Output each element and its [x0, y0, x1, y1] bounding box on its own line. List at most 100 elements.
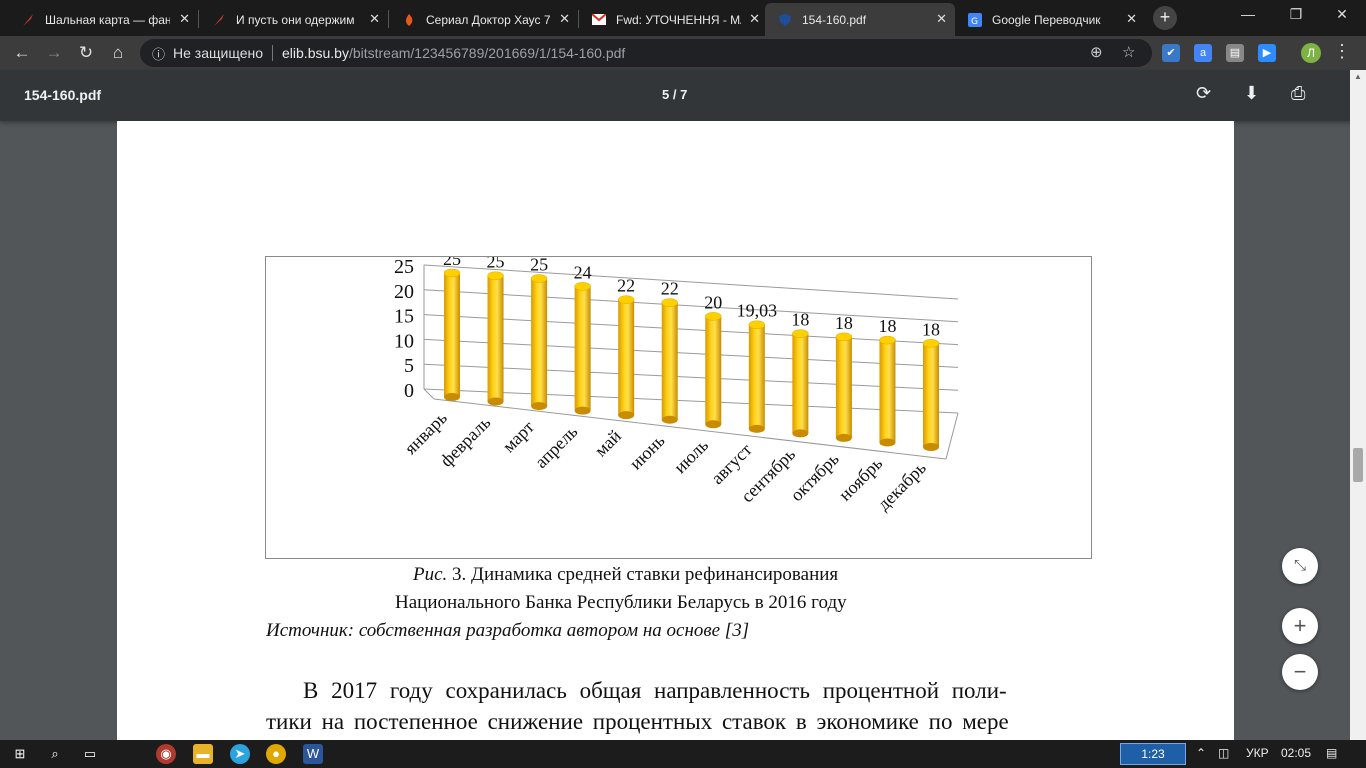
floor-edge [423, 388, 435, 400]
security-label: Не защищено [173, 45, 264, 61]
x-tick-label: июль [670, 435, 712, 477]
y-tick-label: 20 [394, 281, 414, 303]
menu-dots-icon[interactable]: ⋮ [1333, 41, 1351, 61]
bar-base [487, 397, 504, 406]
page-indicator: 5 / 7 [662, 87, 688, 102]
reload-icon[interactable]: ↻ [78, 43, 94, 62]
file-explorer-icon[interactable]: ▬ [193, 744, 213, 764]
word-icon[interactable]: W [303, 744, 323, 764]
bookmark-star-icon[interactable]: ☆ [1122, 44, 1136, 61]
tab-4[interactable]: Fwd: УТОЧНЕННЯ - МА ✕ [579, 3, 768, 36]
bar-body [618, 299, 635, 416]
pdf-toolbar: 154-160.pdf 5 / 7 ⟳ ⬇ ⎙ [0, 70, 1366, 121]
minimize-icon[interactable]: — [1241, 6, 1255, 22]
chrome-icon[interactable]: ● [266, 744, 286, 764]
notification-icon[interactable]: ▤ [1326, 746, 1338, 760]
extension-doc-icon[interactable]: ▤ [1226, 44, 1244, 62]
paragraph-line2: тики на постепенное снижение процентных … [266, 709, 1009, 734]
telegram-icon[interactable]: ➤ [230, 744, 250, 764]
scroll-up-arrow-icon[interactable]: ▲ [1354, 72, 1362, 81]
clock-time: 02:05 [1281, 746, 1312, 760]
pdf-filename: 154-160.pdf [24, 87, 102, 103]
svg-text:G: G [971, 17, 978, 27]
tab-1[interactable]: Шальная карта — фан ✕ [8, 3, 198, 36]
close-icon[interactable]: ✕ [749, 11, 760, 26]
close-icon[interactable]: ✕ [369, 11, 380, 26]
new-tab-button[interactable]: + [1153, 6, 1177, 30]
tab-title: Сериал Доктор Хаус 7 [426, 12, 551, 27]
bar-август [748, 320, 766, 433]
tab-title: Шальная карта — фан [45, 12, 170, 27]
forward-arrow-icon[interactable]: → [45, 43, 63, 62]
bar-март [530, 274, 548, 411]
gridline [423, 314, 959, 346]
tab-6[interactable]: G Google Переводчик ✕ [955, 3, 1145, 36]
back-arrow-icon[interactable]: ← [13, 43, 31, 62]
close-icon[interactable]: ✕ [936, 11, 947, 26]
task-view-icon[interactable]: ▭ [83, 746, 97, 761]
flame-icon [401, 12, 417, 28]
gridline [423, 388, 959, 414]
y-tick-label: 5 [404, 355, 414, 377]
info-icon[interactable]: ⓘ [152, 46, 166, 62]
tab-5-active[interactable]: 154-160.pdf ✕ [765, 3, 955, 36]
close-icon[interactable]: ✕ [559, 11, 570, 26]
bar-top [574, 282, 591, 291]
tab-title: И пусть они одержим [236, 12, 355, 27]
media-player-icon[interactable]: ◉ [156, 744, 176, 764]
bar-body [487, 275, 504, 402]
data-label: 25 [443, 257, 461, 269]
bar-октябрь [835, 332, 853, 442]
zoom-in-button[interactable]: + [1282, 608, 1318, 644]
windows-start-icon[interactable]: ⊞ [14, 746, 26, 761]
tray-arrow-icon[interactable]: ⌃ [1196, 746, 1207, 760]
bar-top [835, 332, 853, 342]
close-icon[interactable]: ✕ [179, 11, 190, 26]
translate-icon: G [967, 12, 983, 28]
tab-strip: Шальная карта — фан ✕ И пусть они одержи… [0, 0, 1366, 36]
x-tick-label: апрель [531, 421, 582, 472]
bar-апрель [574, 282, 591, 415]
bar-top [530, 274, 548, 283]
taskbar: ⊞ ⌕ ▭ ◉ ▬ ➤ ● W 1:23 ⌃ ◫ УКР 02:05 ▤ [0, 740, 1366, 768]
fit-to-page-icon[interactable]: ⤡ [1282, 548, 1318, 584]
y-tick-label: 25 [394, 257, 414, 278]
gridline [423, 338, 959, 368]
zoom-icon[interactable]: ⊕ [1090, 44, 1103, 61]
bar-top [879, 335, 896, 345]
bar-base [705, 420, 722, 429]
address-bar[interactable]: ⓘ Не защищено elib.bsu.by/bitstream/1234… [140, 39, 1152, 67]
language-indicator[interactable]: УКР [1246, 746, 1269, 760]
tab-title: Fwd: УТОЧНЕННЯ - МА [616, 12, 741, 27]
tab-2[interactable]: И пусть они одержим ✕ [199, 3, 388, 36]
home-icon[interactable]: ⌂ [112, 43, 124, 62]
extension-check-icon[interactable]: ✔ [1162, 44, 1180, 62]
rotate-icon[interactable]: ⟳ [1196, 83, 1212, 103]
tab-3[interactable]: Сериал Доктор Хаус 7 ✕ [389, 3, 578, 36]
restore-icon[interactable]: ❐ [1289, 6, 1303, 22]
gridline [423, 289, 959, 323]
bar-base [531, 402, 548, 411]
print-icon[interactable]: ⎙ [1291, 83, 1306, 103]
extension-translate-icon[interactable]: a [1194, 44, 1212, 62]
tray-widget[interactable]: 1:23 [1120, 743, 1186, 765]
bar-body [879, 340, 896, 443]
scrollbar[interactable]: ▲ [1350, 70, 1366, 740]
profile-avatar[interactable]: Л [1301, 43, 1321, 63]
network-icon[interactable]: ◫ [1218, 746, 1230, 760]
zoom-out-button[interactable]: − [1282, 654, 1318, 690]
bar-июнь [661, 298, 678, 424]
data-label: 18 [878, 316, 896, 336]
data-label: 19,03 [737, 301, 778, 321]
bar-body [792, 333, 809, 434]
scrollbar-thumb[interactable] [1353, 448, 1363, 482]
extension-video-icon[interactable]: ▶ [1258, 44, 1276, 62]
search-icon[interactable]: ⌕ [51, 746, 59, 761]
close-icon[interactable]: ✕ [1126, 11, 1137, 26]
bar-base [879, 438, 896, 447]
window-close-icon[interactable]: ✕ [1336, 6, 1348, 22]
bar-top [661, 298, 678, 307]
bar-top [705, 312, 722, 321]
download-icon[interactable]: ⬇ [1244, 83, 1260, 103]
bar-base [574, 406, 591, 415]
